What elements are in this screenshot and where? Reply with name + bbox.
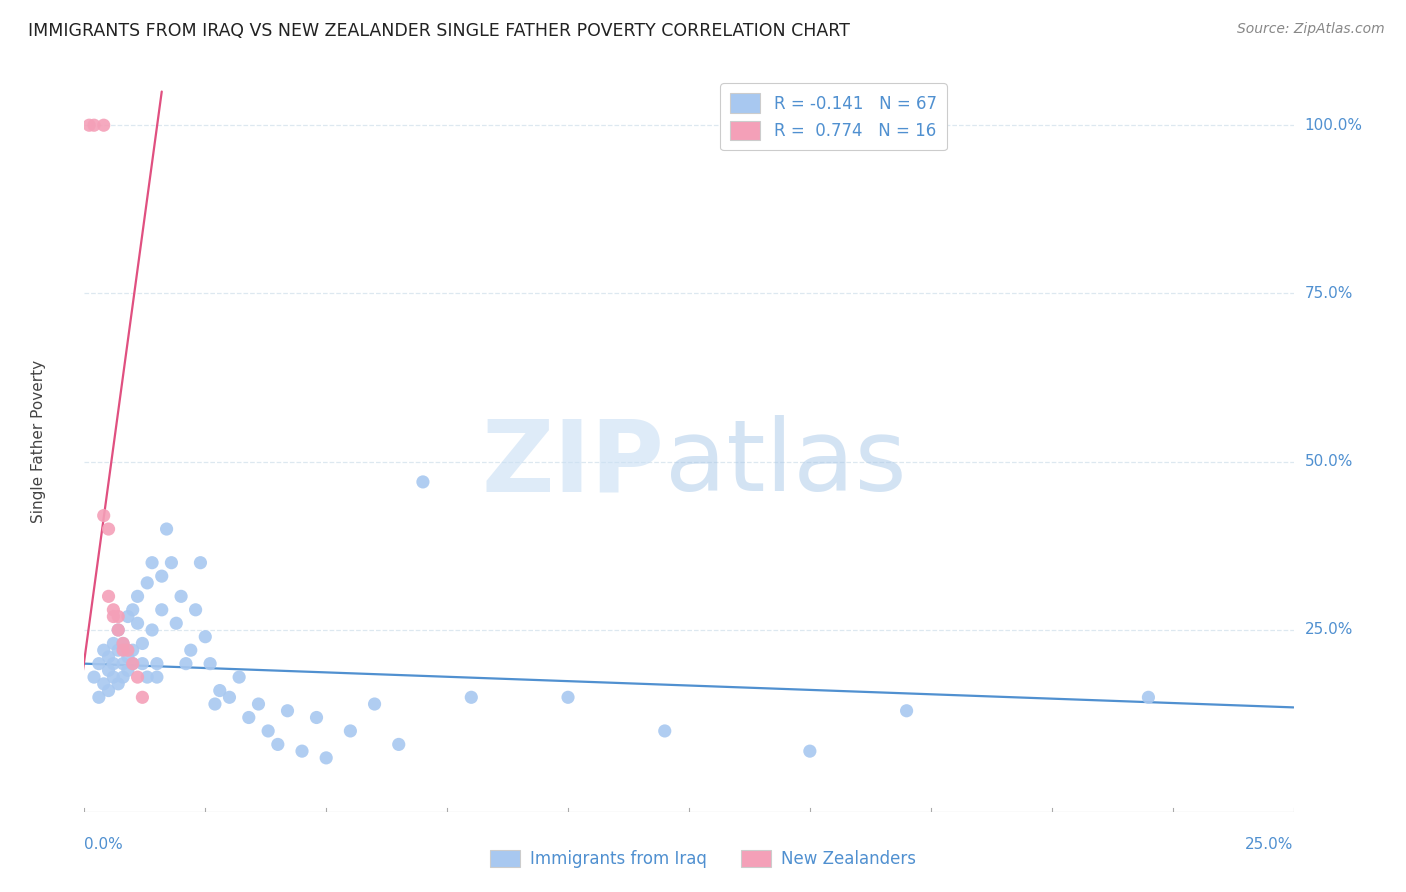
Point [103,657,125,671]
Point [180,643,202,657]
Point [112,636,135,650]
Point [127,590,149,604]
Point [93,677,115,691]
Point [339,723,361,738]
Point [267,738,290,752]
Point [97,590,120,604]
Point [121,643,143,657]
Point [305,710,328,724]
Point [170,590,193,604]
Point [315,751,337,765]
Text: 25.0%: 25.0% [1246,837,1294,852]
Text: 25.0%: 25.0% [1305,623,1353,638]
Point [117,664,139,678]
Point [93,643,115,657]
Point [131,690,153,705]
Point [174,657,197,671]
Point [363,697,385,711]
Point [247,697,270,711]
Point [896,704,918,718]
Point [97,649,120,664]
Text: 100.0%: 100.0% [1305,118,1362,133]
Point [83,670,105,684]
Point [136,575,159,590]
Point [107,643,129,657]
Text: Source: ZipAtlas.com: Source: ZipAtlas.com [1237,22,1385,37]
Point [127,616,149,631]
Point [204,697,226,711]
Point [77,118,100,132]
Point [103,609,125,624]
Point [190,556,212,570]
Point [117,649,139,664]
Point [228,670,250,684]
Legend: R = -0.141   N = 67, R =  0.774   N = 16: R = -0.141 N = 67, R = 0.774 N = 16 [720,83,946,150]
Point [257,723,280,738]
Point [136,670,159,684]
Point [93,508,115,523]
Point [276,704,298,718]
Text: atlas: atlas [665,416,907,512]
Point [121,657,143,671]
Point [131,636,153,650]
Point [184,603,207,617]
Text: IMMIGRANTS FROM IRAQ VS NEW ZEALANDER SINGLE FATHER POVERTY CORRELATION CHART: IMMIGRANTS FROM IRAQ VS NEW ZEALANDER SI… [28,22,851,40]
Point [208,683,231,698]
Point [131,657,153,671]
Point [103,603,125,617]
Point [160,556,183,570]
Point [121,603,143,617]
Point [103,670,125,684]
Point [460,690,482,705]
Text: 75.0%: 75.0% [1305,286,1353,301]
Point [112,643,135,657]
Point [799,744,821,758]
Point [87,657,110,671]
Point [112,636,135,650]
Point [87,690,110,705]
Point [141,623,163,637]
Point [112,670,135,684]
Point [150,569,173,583]
Point [97,664,120,678]
Text: Single Father Poverty: Single Father Poverty [31,360,46,523]
Point [107,623,129,637]
Point [388,738,411,752]
Point [218,690,240,705]
Point [93,118,115,132]
Point [194,630,217,644]
Legend: Immigrants from Iraq, New Zealanders: Immigrants from Iraq, New Zealanders [484,843,922,875]
Point [107,623,129,637]
Text: 50.0%: 50.0% [1305,454,1353,469]
Point [107,609,129,624]
Point [654,723,676,738]
Point [155,522,177,536]
Point [146,670,169,684]
Point [117,609,139,624]
Point [146,657,169,671]
Point [97,683,120,698]
Point [1137,690,1160,705]
Text: ZIP: ZIP [482,416,665,512]
Point [238,710,260,724]
Point [117,643,139,657]
Point [121,657,143,671]
Point [557,690,579,705]
Point [83,118,105,132]
Point [112,657,135,671]
Point [150,603,173,617]
Point [107,677,129,691]
Point [103,636,125,650]
Point [291,744,314,758]
Point [165,616,187,631]
Point [127,670,149,684]
Point [97,522,120,536]
Point [198,657,221,671]
Text: 0.0%: 0.0% [84,837,124,852]
Point [412,475,434,489]
Point [141,556,163,570]
